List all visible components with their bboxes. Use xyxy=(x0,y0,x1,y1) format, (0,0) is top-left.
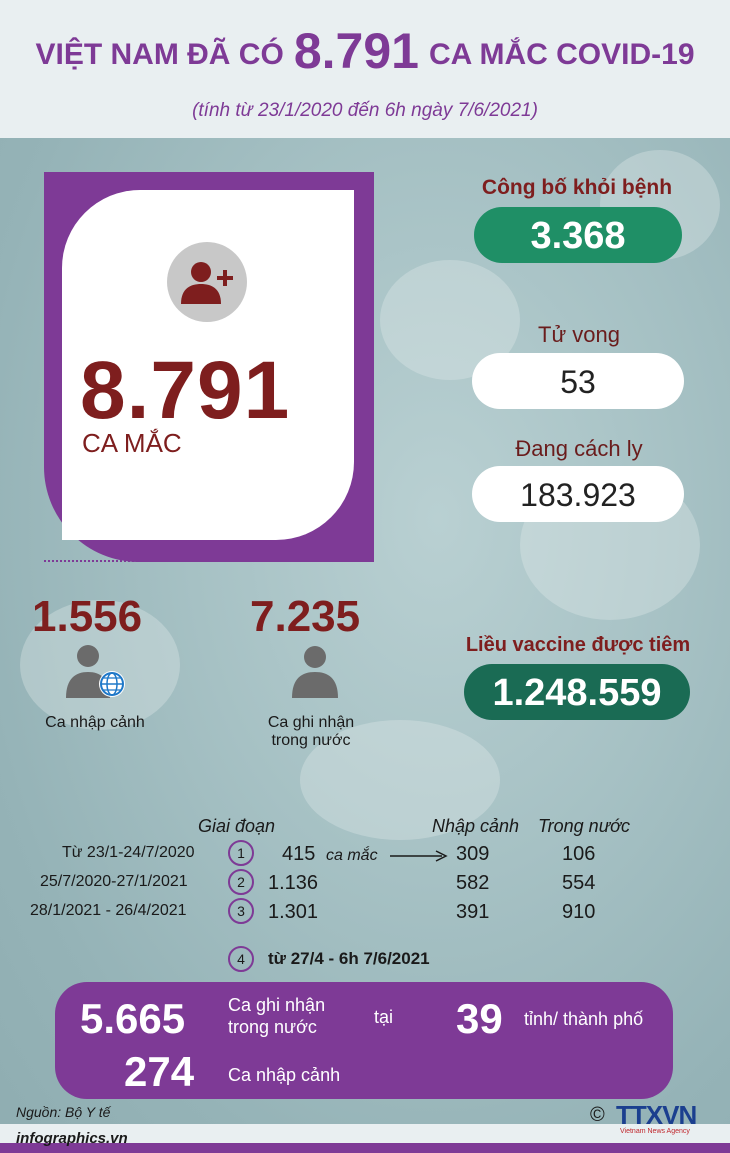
quarantine-label: Đang cách ly xyxy=(515,436,643,461)
phase-total: 1.136 xyxy=(268,872,319,894)
phase4-summary-box xyxy=(55,982,673,1099)
person-add-icon xyxy=(167,242,247,322)
recovered-label: Công bố khỏi bệnh xyxy=(481,176,673,199)
phase-number: 4 xyxy=(228,946,254,972)
total-cases-label: CA MẮC xyxy=(82,428,182,458)
title-prefix: VIỆT NAM ĐÃ CÓ xyxy=(35,38,284,71)
logo-text: TTXVN xyxy=(616,1100,697,1130)
site-name: infographics.vn xyxy=(16,1130,128,1147)
case-unit: ca mắc xyxy=(326,847,378,864)
quarantine-value: 183.923 xyxy=(472,466,684,522)
domestic-label-line2: trong nước xyxy=(271,732,351,749)
vaccine-label: Liều vaccine được tiêm xyxy=(465,634,691,656)
phase-number: 3 xyxy=(228,898,254,924)
phase-imported: 391 xyxy=(456,901,490,923)
phase-domestic: 106 xyxy=(562,843,596,865)
phase4-at: tại xyxy=(374,1007,394,1027)
arrow-right-icon xyxy=(390,849,448,867)
imported-cases-value: 1.556 xyxy=(32,592,143,641)
phase-imported: 309 xyxy=(456,843,490,865)
domestic-label-line1: Ca ghi nhận xyxy=(267,714,355,731)
page-title: VIỆT NAM ĐÃ CÓ 8.791 CA MẮC COVID-19 xyxy=(0,22,730,80)
phase-header: Giai đoạn xyxy=(198,816,276,836)
domestic-header: Trong nước xyxy=(538,816,630,836)
vaccine-value: 1.248.559 xyxy=(464,664,690,720)
copyright-icon: © xyxy=(590,1104,605,1126)
title-suffix: CA MẮC COVID-19 xyxy=(428,38,695,71)
deaths-label: Tử vong xyxy=(538,322,620,347)
logo-subtitle: Vietnam News Agency xyxy=(620,1128,690,1135)
person-globe-icon xyxy=(64,642,128,705)
phase-domestic: 910 xyxy=(562,901,596,923)
phase-number: 2 xyxy=(228,869,254,895)
phase-number: 1 xyxy=(228,840,254,866)
page-subtitle: (tính từ 23/1/2020 đến 6h ngày 7/6/2021) xyxy=(192,100,538,121)
phase4-domestic-label: Ca ghi nhận trong nước xyxy=(228,994,325,1038)
phase-range: Từ 23/1-24/7/2020 xyxy=(62,844,195,861)
phase4-domestic-label-line2: trong nước xyxy=(228,1017,317,1037)
phase-total: 1.301 xyxy=(268,901,319,923)
imported-header: Nhập cảnh xyxy=(432,816,520,836)
domestic-cases-label: Ca ghi nhận trong nước xyxy=(246,714,376,750)
phase4-domestic-value: 5.665 xyxy=(80,995,186,1042)
domestic-cases-value: 7.235 xyxy=(250,592,361,641)
phase4-imported-label: Ca nhập cảnh xyxy=(228,1065,341,1085)
recovered-value: 3.368 xyxy=(474,207,682,263)
imported-cases-label: Ca nhập cảnh xyxy=(45,714,145,731)
phase4-provinces-value: 39 xyxy=(456,995,503,1042)
phase-total: 415 xyxy=(282,843,316,865)
background-blob xyxy=(300,720,500,840)
person-icon xyxy=(290,644,340,703)
phase-domestic: 554 xyxy=(562,872,596,894)
total-cases-value: 8.791 xyxy=(80,345,291,436)
ttxvn-logo: © TTXVN Vietnam News Agency xyxy=(590,1098,720,1138)
phase4-domestic-label-line1: Ca ghi nhận xyxy=(228,995,326,1015)
phase4-label: từ 27/4 - 6h 7/6/2021 xyxy=(268,949,430,968)
deaths-value: 53 xyxy=(472,353,684,409)
main-card-dotted-line xyxy=(44,560,294,562)
background-blob xyxy=(20,600,180,730)
title-number: 8.791 xyxy=(293,23,419,79)
footer-accent-bar xyxy=(0,1143,730,1153)
phase-range: 28/1/2021 - 26/4/2021 xyxy=(30,902,187,919)
phase-range: 25/7/2020-27/1/2021 xyxy=(40,873,188,890)
header-band xyxy=(0,0,730,138)
phase-imported: 582 xyxy=(456,872,490,894)
source-note: Nguồn: Bộ Y tế xyxy=(16,1104,111,1120)
phase4-provinces-label: tỉnh/ thành phố xyxy=(524,1009,644,1029)
phase4-imported-value: 274 xyxy=(124,1048,195,1095)
